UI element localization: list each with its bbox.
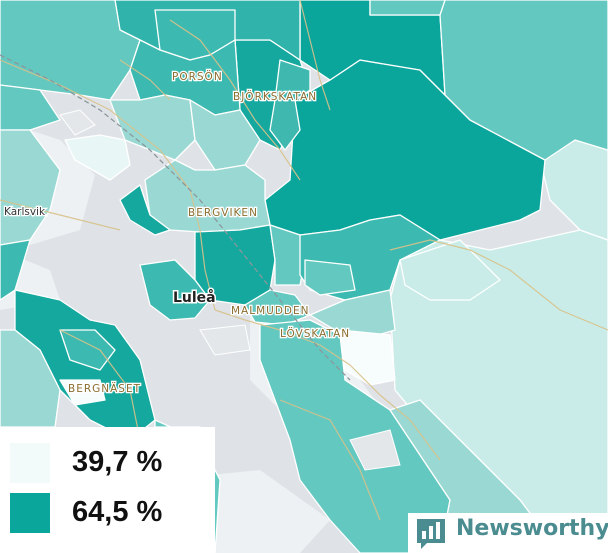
- legend-swatch-low: [10, 443, 50, 483]
- district[interactable]: [304, 259, 356, 296]
- district[interactable]: [0, 129, 61, 246]
- map-legend: 39,7 % 64,5 %: [0, 427, 215, 553]
- district[interactable]: [269, 59, 311, 151]
- railway: [0, 54, 351, 381]
- place-label-karlsvik: Karlsvik: [4, 206, 46, 218]
- bar-chart-icon: [417, 519, 445, 549]
- district[interactable]: [189, 99, 261, 171]
- district[interactable]: [309, 289, 396, 341]
- place-label-lovskatan: LÖVSKATAN: [280, 327, 350, 340]
- district[interactable]: [339, 329, 396, 386]
- place-label-bergnaset: BERGNÄSET: [68, 382, 141, 395]
- district[interactable]: [139, 259, 211, 321]
- district[interactable]: [439, 0, 608, 161]
- brand-logo[interactable]: Newsworthy: [408, 513, 608, 553]
- place-label-bergviken: BERGVIKEN: [188, 207, 258, 219]
- legend-value-low: 39,7 %: [72, 446, 163, 478]
- legend-swatch-high: [10, 493, 50, 533]
- brand-name: Newsworthy: [456, 516, 608, 541]
- district[interactable]: [59, 379, 106, 406]
- industrial-areas: [59, 109, 401, 471]
- legend-item-high: 64,5 %: [10, 493, 210, 533]
- legend-value-high: 64,5 %: [72, 496, 163, 528]
- district[interactable]: [369, 0, 446, 16]
- place-label-malmudden: MALMUDDEN: [231, 305, 310, 317]
- place-label-lulea: Luleå: [173, 289, 216, 306]
- district[interactable]: [399, 239, 501, 301]
- district[interactable]: [0, 329, 61, 428]
- district[interactable]: [119, 184, 171, 236]
- roads: [0, 0, 608, 521]
- district[interactable]: [64, 134, 131, 181]
- district[interactable]: [0, 84, 61, 131]
- place-label-bjorkskatan: BJÖRKSKATAN: [233, 90, 317, 103]
- legend-item-low: 39,7 %: [10, 443, 210, 483]
- place-label-porson: PORSÖN: [172, 70, 223, 83]
- district[interactable]: [144, 159, 271, 233]
